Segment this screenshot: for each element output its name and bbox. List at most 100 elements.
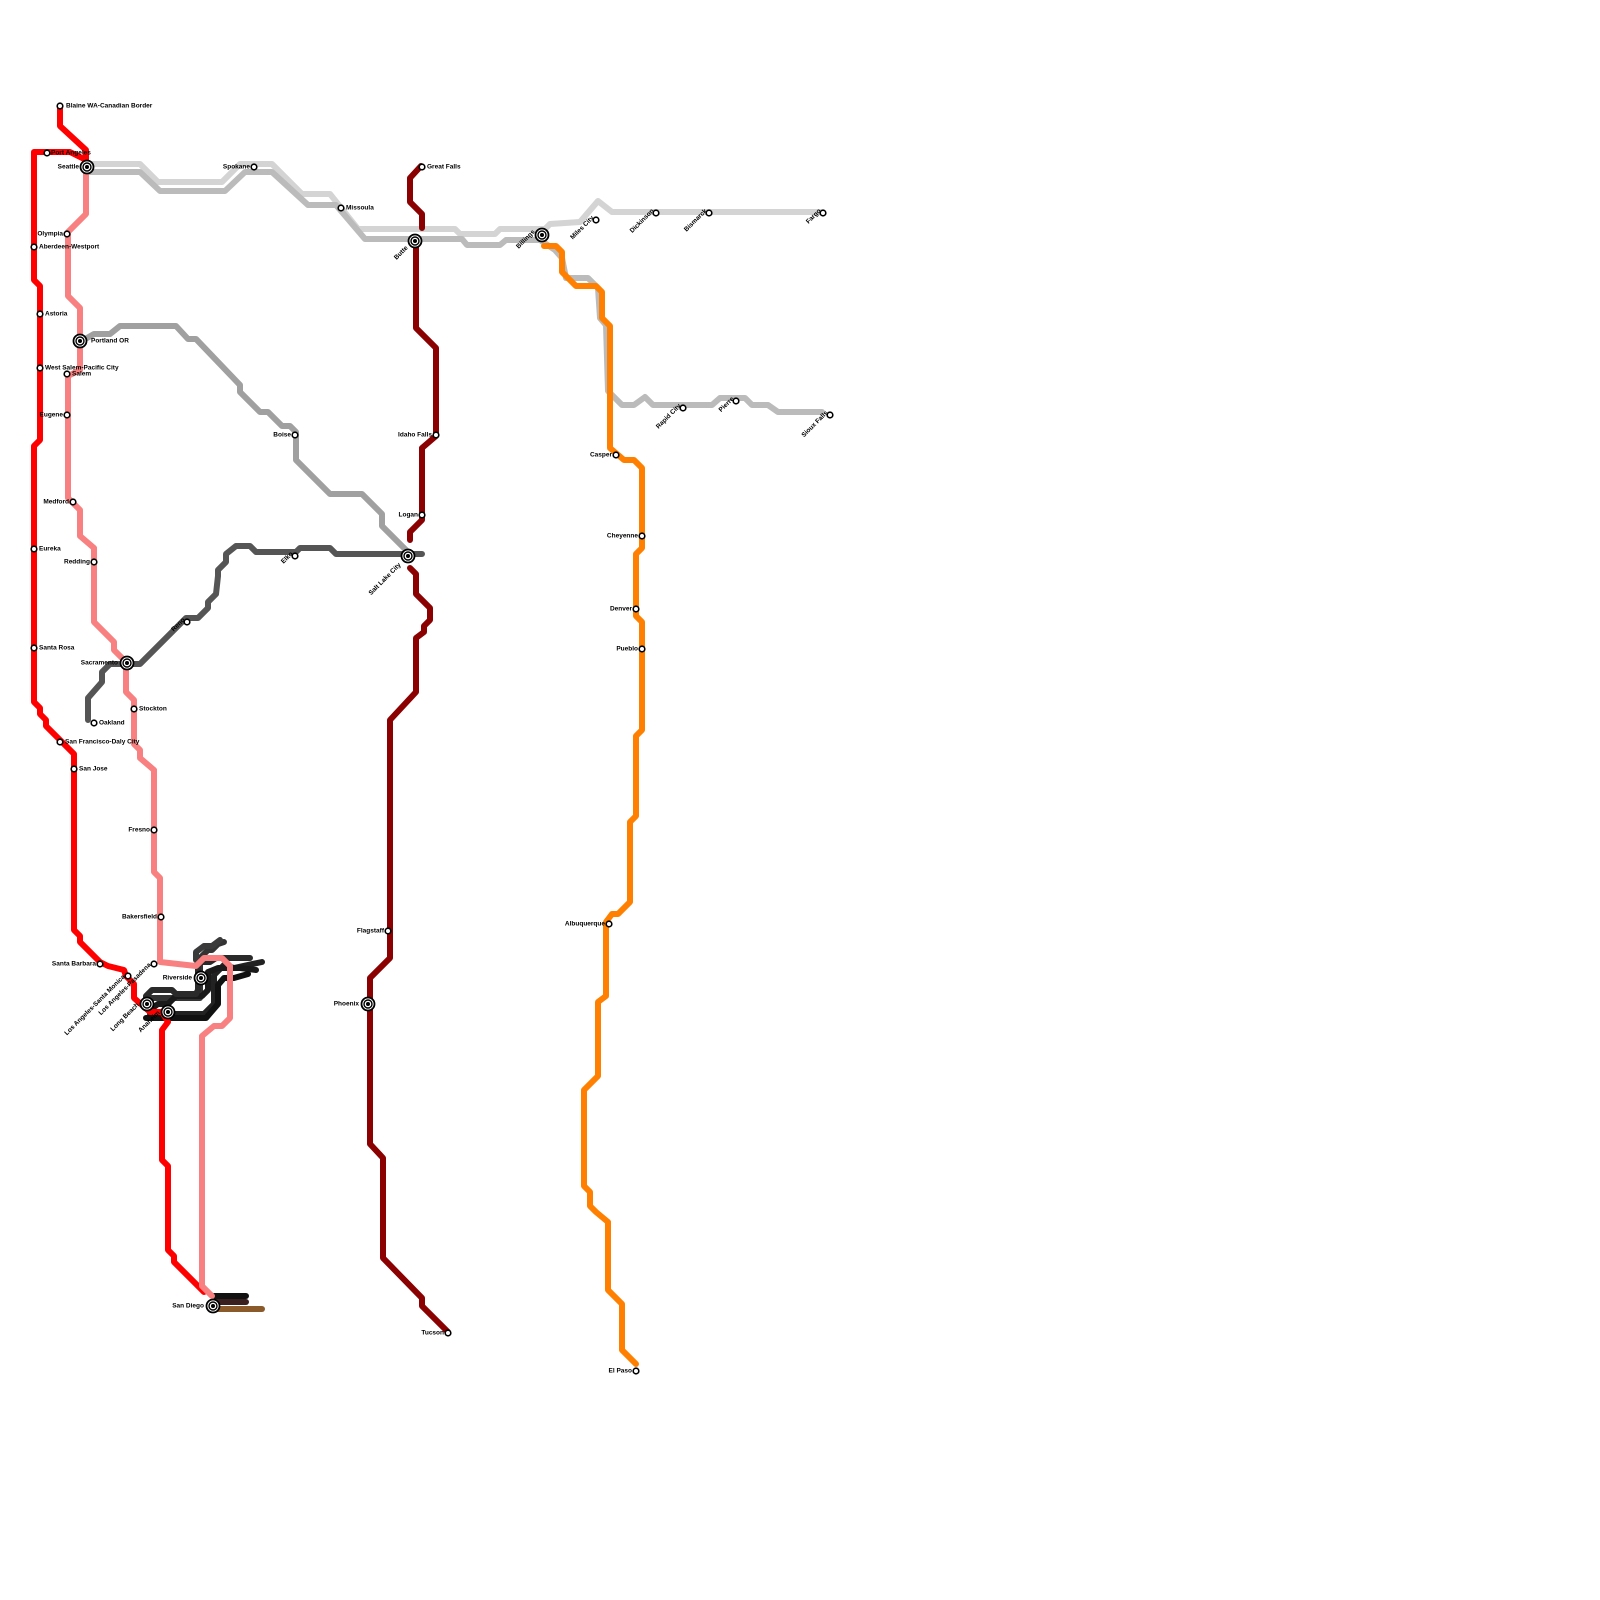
station-label: Casper	[590, 452, 613, 459]
interchange-dot	[145, 1002, 149, 1006]
station-riverside: Riverside	[163, 970, 209, 986]
station-label: Flagstaff	[357, 928, 385, 935]
station-seattle: Seattle	[58, 159, 95, 175]
stop-marker	[150, 826, 158, 834]
stop-marker	[43, 149, 51, 157]
stop-marker	[30, 243, 38, 251]
station-santa-rosa: Santa Rosa	[30, 644, 75, 652]
station-astoria: Astoria	[36, 310, 68, 318]
station-label: Spokane	[223, 164, 250, 171]
stop-marker	[632, 605, 640, 613]
station-label: Albuquerque	[565, 921, 605, 928]
station-label: Santa Rosa	[39, 645, 75, 652]
stop-marker	[826, 411, 834, 419]
stop-marker	[291, 431, 299, 439]
stop-marker	[90, 558, 98, 566]
stop-marker	[56, 738, 64, 746]
station-label: Tucson	[421, 1330, 444, 1337]
interchange-ring	[410, 236, 420, 246]
route-northern-tier	[83, 169, 825, 415]
station-spokane: Spokane	[223, 163, 258, 171]
stop-marker	[250, 163, 258, 171]
stop-marker	[732, 397, 740, 405]
station-label: Denver	[610, 606, 633, 613]
station-tucson: Tucson	[421, 1329, 452, 1337]
station-label: Oakland	[99, 720, 125, 727]
station-casper: Casper	[590, 451, 620, 459]
station-label: Great Falls	[427, 164, 461, 171]
stop-marker	[384, 927, 392, 935]
station-reno: Reno	[170, 617, 191, 633]
station-medford: Medford	[43, 498, 77, 506]
station-label: Santa Barbara	[52, 961, 96, 968]
stop-marker	[612, 451, 620, 459]
route-northern-tier-light	[83, 161, 823, 237]
stop-marker	[183, 618, 191, 626]
station-idaho-falls: Idaho Falls	[398, 431, 440, 439]
interchange-dot	[413, 239, 417, 243]
station-label: Aberdeen-Westport	[39, 244, 100, 251]
stop-marker	[605, 920, 613, 928]
station-label: Eureka	[39, 546, 61, 553]
station-label: Pueblo	[616, 646, 638, 653]
station-label: Cheyenne	[607, 533, 638, 540]
station-san-diego: San Diego	[172, 1298, 221, 1314]
stop-marker	[96, 960, 104, 968]
station-portland-or: Portland OR	[72, 333, 129, 349]
interchange-ring	[403, 551, 413, 561]
route-valley	[65, 165, 233, 1299]
station-salem: Salem	[63, 370, 91, 378]
interchange-ring	[363, 999, 373, 1009]
stop-marker	[130, 705, 138, 713]
stop-marker	[124, 972, 132, 980]
station-label: Olympia	[37, 231, 63, 238]
station-label: Riverside	[163, 975, 193, 982]
station-blaine-wa-canadian-border: Blaine WA-Canadian Border	[56, 102, 153, 110]
interchange-dot	[199, 976, 203, 980]
interchange-dot	[211, 1304, 215, 1308]
station-west-salem-pacific-city: West Salem-Pacific City	[36, 364, 119, 372]
station-fresno: Fresno	[128, 826, 158, 834]
station-label: Boise	[273, 432, 291, 439]
station-label: Salt Lake City	[368, 561, 403, 596]
station-label: Eugene	[40, 412, 64, 419]
interchange-dot	[366, 1002, 370, 1006]
station-label: Blaine WA-Canadian Border	[66, 103, 153, 110]
route-lines	[31, 103, 825, 1367]
stop-marker	[63, 230, 71, 238]
station-san-jose: San Jose	[70, 765, 108, 773]
stop-marker	[418, 511, 426, 519]
route-mountain	[367, 163, 451, 1335]
station-logan: Logan	[399, 511, 426, 519]
station-pueblo: Pueblo	[616, 645, 646, 653]
station-label: El Paso	[609, 1368, 633, 1375]
stop-marker	[679, 404, 687, 412]
station-label: Stockton	[139, 706, 167, 713]
stop-marker	[638, 645, 646, 653]
station-great-falls: Great Falls	[418, 163, 461, 171]
station-label: Portland OR	[91, 338, 129, 345]
stop-marker	[638, 532, 646, 540]
stop-marker	[652, 209, 660, 217]
route-socal-5	[143, 971, 251, 1021]
station-bakersfield: Bakersfield	[122, 913, 165, 921]
station-label: Port Angeles	[51, 150, 91, 157]
stations: Blaine WA-Canadian Border Port Angeles Sea…	[30, 102, 834, 1375]
station-phoenix: Phoenix	[334, 996, 376, 1012]
station-san-francisco-daly-city: San Francisco-Daly City	[56, 738, 140, 746]
interchange-ring	[208, 1301, 218, 1311]
station-eureka: Eureka	[30, 545, 61, 553]
station-port-angeles: Port Angeles	[43, 149, 91, 157]
stop-marker	[36, 310, 44, 318]
route-oregon-trail	[77, 323, 411, 555]
interchange-ring	[122, 658, 132, 668]
stop-marker	[592, 216, 600, 224]
station-label: Medford	[43, 499, 69, 506]
station-label: San Francisco-Daly City	[65, 739, 140, 746]
station-denver: Denver	[610, 605, 640, 613]
interchange-dot	[540, 233, 544, 237]
interchange-dot	[78, 339, 82, 343]
stop-marker	[157, 913, 165, 921]
station-label: Bakersfield	[122, 914, 157, 921]
interchange-ring	[196, 973, 206, 983]
